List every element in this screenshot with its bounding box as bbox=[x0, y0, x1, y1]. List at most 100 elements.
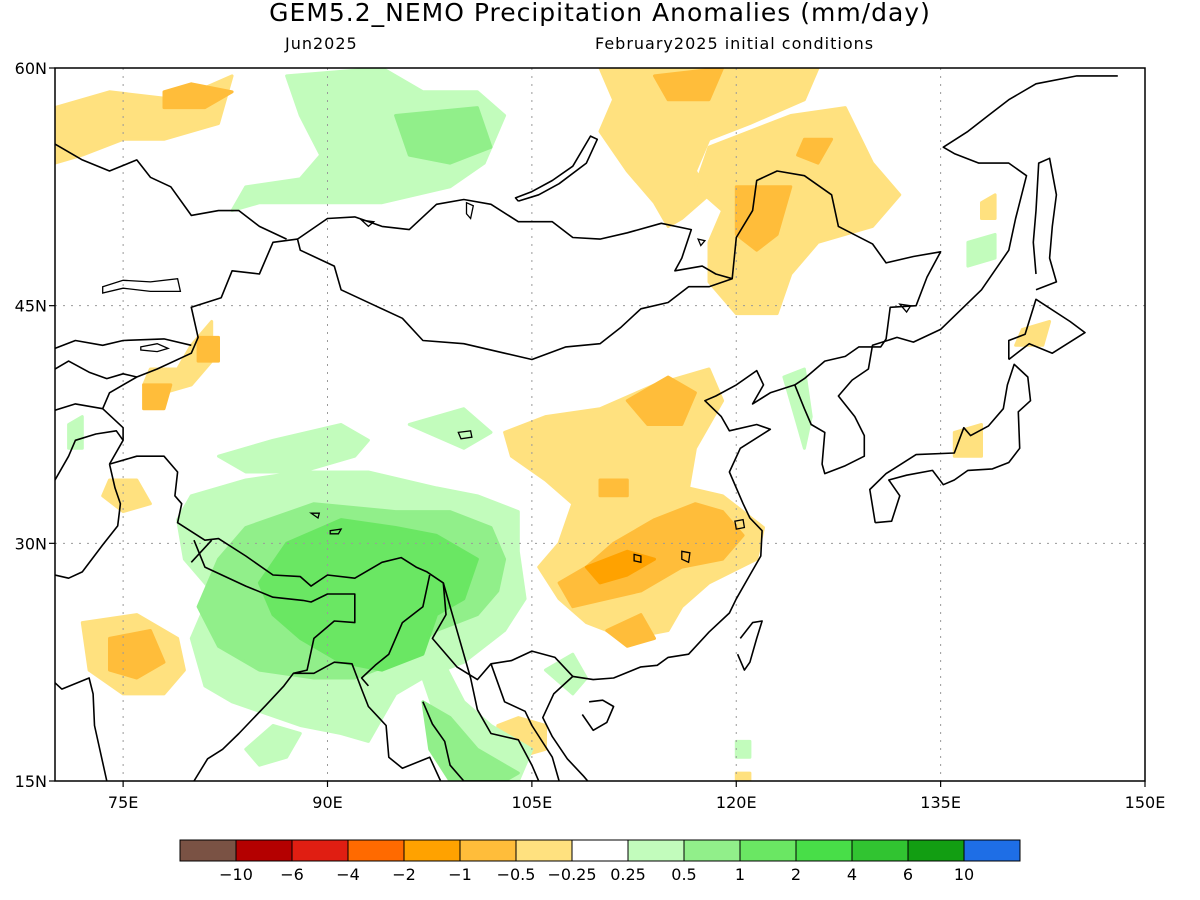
map-axis-ticks: 75E 90E 105E 120E 135E 150E 60N 45N 30N 15N bbox=[15, 59, 1166, 812]
line-gulf-of-thailand bbox=[456, 780, 458, 781]
anomaly-region-2 bbox=[598, 68, 820, 228]
colorbar-label-10: 2 bbox=[791, 865, 801, 884]
y-tick-label-15N: 15N bbox=[15, 772, 47, 791]
colorbar-swatch-1 bbox=[235, 839, 293, 862]
anomaly-region-8 bbox=[1014, 320, 1052, 347]
line-myanmar-east bbox=[360, 574, 431, 687]
anomaly-region-21 bbox=[605, 613, 656, 648]
anomaly-region-16 bbox=[503, 367, 765, 640]
lake-dongting bbox=[633, 553, 642, 564]
colorbar-swatch-9 bbox=[683, 839, 741, 862]
colorbar: −10 −6 −4 −2 −1 −0.5 −0.25 0.25 0.5 1 2 4 6 10 bbox=[179, 839, 1021, 884]
colorbar-label-9: 1 bbox=[735, 865, 745, 884]
line-baikal bbox=[514, 135, 599, 202]
lake-namtso bbox=[329, 528, 343, 535]
anomaly-region-18 bbox=[584, 549, 656, 585]
colorbar-swatch-10 bbox=[739, 839, 797, 862]
line-hainan bbox=[581, 699, 615, 732]
anomaly-region-19 bbox=[625, 375, 697, 426]
colorbar-label-0: −10 bbox=[219, 865, 253, 884]
colorbar-swatch-8 bbox=[627, 839, 685, 862]
anomaly-region-27 bbox=[217, 423, 370, 474]
line-nepal-border bbox=[190, 539, 213, 563]
x-tick-label-150E: 150E bbox=[1125, 793, 1166, 812]
anomaly-region-11 bbox=[196, 335, 220, 363]
coastlines-and-borders bbox=[55, 75, 1118, 781]
anomaly-region-6 bbox=[796, 137, 834, 165]
anomaly-region-1 bbox=[162, 82, 234, 110]
colorbar-swatch-3 bbox=[347, 839, 405, 862]
map-frame bbox=[54, 67, 1146, 782]
line-central-asia-3 bbox=[55, 338, 192, 350]
map-gridlines bbox=[55, 68, 1145, 781]
anomaly-region-3 bbox=[653, 68, 725, 102]
y-tick-label-45N: 45N bbox=[15, 297, 47, 316]
x-tick-label-75E: 75E bbox=[108, 793, 138, 812]
anomaly-region-26 bbox=[407, 407, 493, 450]
line-central-asia bbox=[55, 403, 103, 411]
anomaly-region-36 bbox=[966, 232, 997, 268]
anomaly-region-38 bbox=[734, 739, 752, 759]
anomaly-region-5 bbox=[734, 185, 793, 252]
line-himalaya-south bbox=[193, 539, 356, 675]
line-india-east-coast bbox=[193, 661, 442, 781]
lake-hovsgol bbox=[465, 201, 475, 220]
colorbar-swatch-0 bbox=[179, 839, 237, 862]
anomaly-region-34 bbox=[244, 724, 302, 767]
anomaly-region-20 bbox=[598, 478, 629, 498]
anomaly-region-23 bbox=[734, 771, 752, 781]
forecast-month: Jun2025 bbox=[285, 34, 358, 53]
lake-hulun bbox=[697, 238, 707, 247]
lake-balkhash bbox=[102, 277, 182, 294]
lake-poyang bbox=[681, 550, 691, 564]
lake-issyk-kul bbox=[140, 343, 171, 353]
colorbar-label-2: −4 bbox=[336, 865, 360, 884]
line-japan bbox=[868, 363, 1032, 524]
lake-qinghai bbox=[457, 430, 473, 440]
x-tick-label-120E: 120E bbox=[716, 793, 757, 812]
line-taiwan bbox=[736, 620, 763, 671]
anomaly-region-24 bbox=[230, 68, 507, 213]
map-title: GEM5.2_NEMO Precipitation Anomalies (mm/… bbox=[269, 0, 931, 27]
line-central-asia-2 bbox=[55, 360, 137, 380]
anomaly-region-4 bbox=[693, 106, 902, 316]
anomaly-region-15 bbox=[108, 629, 166, 680]
anomaly-region-25 bbox=[394, 106, 493, 165]
lake-taihu bbox=[734, 518, 746, 530]
colorbar-swatch-2 bbox=[291, 839, 349, 862]
line-china-russia-ne bbox=[731, 170, 942, 386]
line-laos-vietnam bbox=[490, 663, 560, 781]
x-tick-label-90E: 90E bbox=[312, 793, 342, 812]
line-east-asia-coast bbox=[572, 75, 1118, 681]
y-tick-label-30N: 30N bbox=[15, 534, 47, 553]
anomaly-shading bbox=[55, 68, 1052, 781]
colorbar-label-1: −6 bbox=[280, 865, 304, 884]
colorbar-swatch-7 bbox=[571, 839, 629, 862]
anomaly-region-12 bbox=[142, 383, 173, 411]
lake-siling bbox=[309, 512, 321, 520]
colorbar-swatch-11 bbox=[795, 839, 853, 862]
line-sakhalin bbox=[1032, 157, 1058, 291]
colorbar-label-13: 10 bbox=[954, 865, 974, 884]
colorbar-swatch-12 bbox=[851, 839, 909, 862]
anomaly-region-32 bbox=[421, 700, 520, 781]
colorbar-label-4: −1 bbox=[448, 865, 472, 884]
line-pak-india bbox=[55, 463, 122, 580]
y-tick-label-60N: 60N bbox=[15, 59, 47, 78]
colorbar-label-6: −0.25 bbox=[547, 865, 596, 884]
lake-khanka bbox=[898, 303, 912, 314]
line-indochina-interior bbox=[422, 582, 540, 781]
colorbar-label-3: −2 bbox=[392, 865, 416, 884]
x-tick-label-105E: 105E bbox=[512, 793, 553, 812]
line-india-west-coast bbox=[55, 677, 108, 781]
colorbar-label-7: 0.25 bbox=[610, 865, 646, 884]
colorbar-swatch-6 bbox=[515, 839, 573, 862]
colorbar-swatch-13 bbox=[907, 839, 965, 862]
line-russia-kazakh bbox=[55, 143, 287, 240]
lake-uvs bbox=[359, 219, 376, 228]
line-hokkaido bbox=[1007, 298, 1086, 361]
colorbar-label-12: 6 bbox=[903, 865, 913, 884]
line-mongolia-border bbox=[296, 198, 734, 361]
colorbar-label-5: −0.5 bbox=[497, 865, 536, 884]
